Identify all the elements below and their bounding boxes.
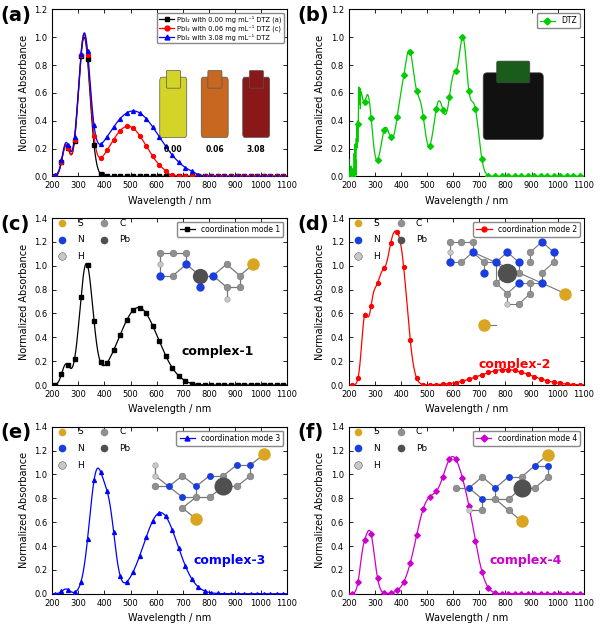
X-axis label: Wavelength / nm: Wavelength / nm xyxy=(128,613,211,623)
Text: N: N xyxy=(374,444,380,453)
Y-axis label: Normalized Absorbance: Normalized Absorbance xyxy=(315,243,325,360)
Text: H: H xyxy=(77,460,84,470)
Text: complex-1: complex-1 xyxy=(181,345,254,358)
Text: S: S xyxy=(77,427,83,437)
Legend: DTZ: DTZ xyxy=(536,13,580,28)
Text: S: S xyxy=(77,218,83,228)
X-axis label: Wavelength / nm: Wavelength / nm xyxy=(128,196,211,206)
Text: C: C xyxy=(119,427,125,437)
Legend: coordination mode 2: coordination mode 2 xyxy=(473,222,580,237)
Text: complex-4: complex-4 xyxy=(490,554,562,567)
Text: S: S xyxy=(374,427,379,437)
X-axis label: Wavelength / nm: Wavelength / nm xyxy=(425,404,508,415)
Text: Pb: Pb xyxy=(119,235,130,244)
Y-axis label: Normalized Absorbance: Normalized Absorbance xyxy=(19,452,29,568)
Legend: PbI₂ with 0.00 mg mL⁻¹ DTZ (a), PbI₂ with 0.06 mg mL⁻¹ DTZ (c), PbI₂ with 3.08 m: PbI₂ with 0.00 mg mL⁻¹ DTZ (a), PbI₂ wit… xyxy=(157,13,284,43)
Y-axis label: Normalized Absorbance: Normalized Absorbance xyxy=(315,35,325,151)
Legend: coordination mode 4: coordination mode 4 xyxy=(473,430,580,446)
Text: Pb: Pb xyxy=(416,444,427,453)
Text: N: N xyxy=(77,235,84,244)
Text: complex-3: complex-3 xyxy=(193,554,265,567)
Text: (f): (f) xyxy=(297,423,323,442)
Text: N: N xyxy=(77,444,84,453)
Y-axis label: Normalized Absorbance: Normalized Absorbance xyxy=(19,243,29,360)
Y-axis label: Normalized Absorbance: Normalized Absorbance xyxy=(19,35,29,151)
Text: C: C xyxy=(416,427,422,437)
Text: N: N xyxy=(374,235,380,244)
Text: Pb: Pb xyxy=(119,444,130,453)
Text: H: H xyxy=(374,252,380,261)
X-axis label: Wavelength / nm: Wavelength / nm xyxy=(425,196,508,206)
Text: (e): (e) xyxy=(1,423,32,442)
Text: (b): (b) xyxy=(297,6,329,25)
Text: (d): (d) xyxy=(297,214,329,234)
X-axis label: Wavelength / nm: Wavelength / nm xyxy=(425,613,508,623)
Legend: coordination mode 3: coordination mode 3 xyxy=(176,430,283,446)
Text: Pb: Pb xyxy=(416,235,427,244)
Legend: coordination mode 1: coordination mode 1 xyxy=(176,222,283,237)
Text: H: H xyxy=(374,460,380,470)
Text: (c): (c) xyxy=(1,214,30,234)
Text: S: S xyxy=(374,218,379,228)
Y-axis label: Normalized Absorbance: Normalized Absorbance xyxy=(315,452,325,568)
Text: complex-2: complex-2 xyxy=(478,359,550,371)
Text: C: C xyxy=(119,218,125,228)
X-axis label: Wavelength / nm: Wavelength / nm xyxy=(128,404,211,415)
Text: C: C xyxy=(416,218,422,228)
Text: (a): (a) xyxy=(1,6,32,25)
Text: H: H xyxy=(77,252,84,261)
